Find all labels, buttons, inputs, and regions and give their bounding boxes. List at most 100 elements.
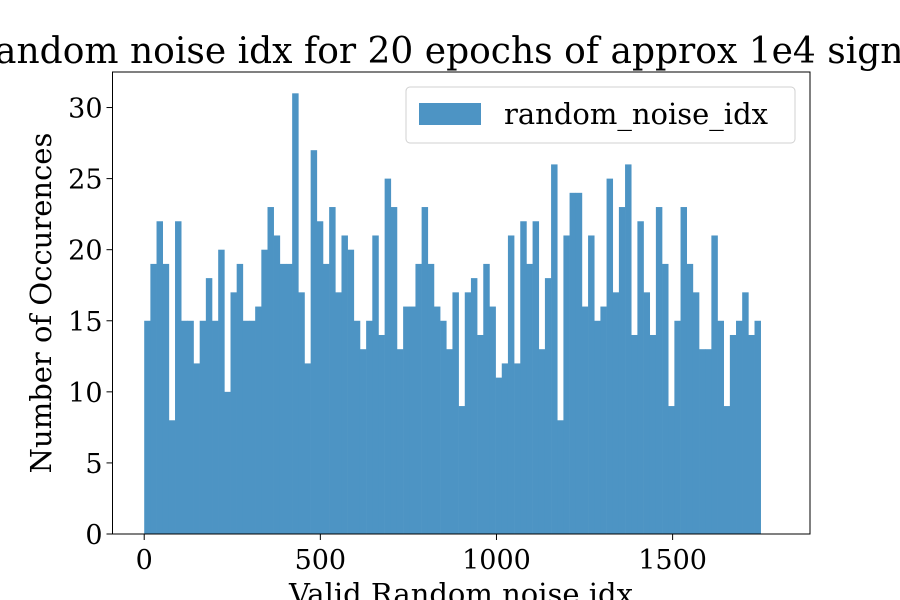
histogram-bar — [674, 320, 681, 534]
legend-swatch — [419, 103, 481, 125]
y-tick-label: 10 — [68, 378, 102, 409]
histogram-bar — [483, 263, 490, 534]
histogram-bar — [390, 207, 398, 535]
histogram-bar — [748, 334, 755, 534]
histogram-bar — [526, 263, 533, 534]
histogram-bar — [359, 349, 367, 534]
histogram-bar — [273, 235, 281, 534]
histogram-bar — [415, 263, 422, 534]
histogram-bar — [304, 363, 311, 534]
histogram-bar — [242, 320, 250, 534]
histogram-bar — [606, 178, 614, 534]
histogram-bar — [353, 320, 361, 534]
histogram-bar — [470, 278, 478, 534]
histogram-bar — [557, 420, 564, 534]
y-tick-label: 15 — [68, 307, 102, 338]
histogram-bar — [637, 221, 644, 534]
histogram-bar — [199, 320, 207, 534]
histogram-bar — [754, 320, 761, 534]
x-tick-label: 500 — [295, 545, 347, 576]
histogram-bar — [218, 249, 225, 534]
histogram-bar — [150, 263, 157, 534]
x-tick-label: 0 — [136, 545, 153, 576]
histogram-bar — [699, 349, 706, 534]
histogram-bar — [668, 406, 675, 534]
histogram-bar — [680, 207, 688, 535]
histogram-bar — [144, 320, 151, 534]
histogram-bar — [255, 306, 262, 534]
histogram-bar — [205, 278, 213, 534]
histogram-bar — [162, 263, 170, 534]
histogram-bar — [729, 334, 737, 534]
histogram-bar — [261, 249, 268, 534]
histogram-bar — [477, 334, 484, 534]
histogram-bar — [230, 292, 237, 534]
histogram-bar — [440, 320, 447, 534]
histogram-bar — [520, 221, 527, 534]
histogram-bar — [575, 192, 583, 535]
histogram-bar — [279, 263, 287, 534]
histogram-bar — [514, 363, 521, 534]
histogram-bar — [212, 320, 219, 534]
legend-label: random_noise_idx — [504, 97, 768, 132]
histogram-bar — [249, 320, 256, 534]
histogram-bar — [156, 221, 163, 534]
histogram-bar — [384, 178, 392, 534]
histogram-bar — [538, 349, 546, 534]
histogram-bar — [501, 363, 509, 534]
histogram-bar — [267, 207, 274, 535]
legend: random_noise_idx — [405, 86, 796, 144]
histogram-bar — [347, 249, 355, 534]
plot-frame — [112, 71, 811, 535]
histogram-bar — [686, 263, 694, 534]
histogram-bar — [310, 150, 318, 534]
y-tick-label: 25 — [68, 165, 102, 196]
histogram-bar — [224, 391, 231, 534]
y-tick-label: 0 — [85, 520, 102, 551]
y-tick-label: 20 — [68, 236, 102, 267]
histogram-bar — [723, 406, 731, 534]
histogram-bar — [612, 292, 620, 534]
histogram-bar — [507, 235, 515, 534]
histogram-bar — [329, 207, 336, 535]
histogram-bar — [643, 292, 651, 534]
histogram-bar — [175, 221, 182, 534]
histogram-bar — [396, 349, 404, 534]
histogram-bar — [372, 235, 379, 534]
histogram-bar — [292, 93, 299, 535]
histogram-bar — [649, 334, 657, 534]
x-axis-label: Valid Random noise idx — [288, 577, 633, 600]
y-tick-label: 30 — [68, 94, 102, 125]
histogram-bar — [168, 420, 176, 534]
histogram-bar — [427, 263, 435, 534]
histogram-bar — [588, 235, 595, 534]
histogram-bar — [236, 263, 244, 534]
histogram-bar — [736, 320, 743, 534]
histogram-bar — [625, 164, 632, 534]
histogram-bar — [594, 320, 601, 534]
histogram-bar — [692, 292, 700, 534]
histogram-bar — [403, 306, 410, 534]
histogram-bar — [631, 334, 638, 534]
histogram-bar — [569, 192, 577, 535]
histogram-bar — [366, 320, 373, 534]
histogram-bar — [705, 349, 712, 534]
x-tick-label: 1000 — [462, 545, 531, 576]
x-axis: 0 500 1000 1500 — [136, 534, 707, 576]
histogram-bar — [378, 334, 385, 534]
histogram-bar — [655, 207, 663, 535]
histogram-bar — [446, 349, 453, 534]
histogram-bar — [600, 306, 607, 534]
histogram-bars — [144, 93, 761, 535]
histogram-bar — [464, 292, 472, 534]
y-axis: 0 5 10 15 20 25 30 — [68, 94, 113, 551]
histogram-bar — [717, 320, 724, 534]
histogram-bar — [341, 235, 348, 534]
y-tick-label: 5 — [85, 449, 102, 480]
histogram-bar — [551, 164, 558, 534]
histogram-bar — [662, 263, 669, 534]
histogram-bar — [711, 235, 718, 534]
histogram-bar — [581, 306, 589, 534]
chart-title: Random noise idx for 20 epochs of approx… — [0, 31, 900, 72]
